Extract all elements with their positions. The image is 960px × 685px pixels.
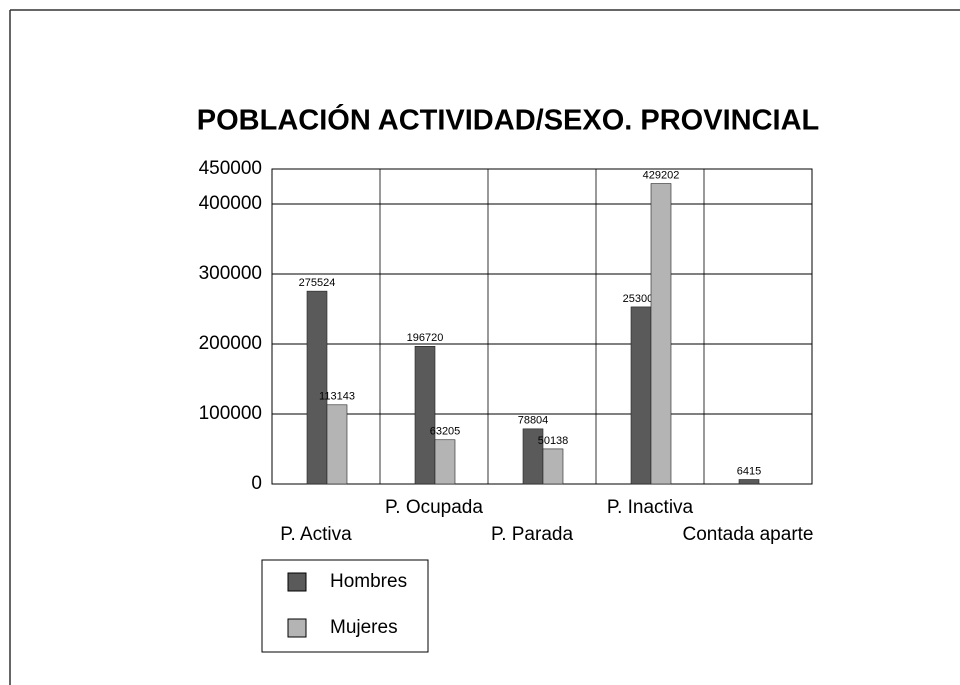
bar <box>630 306 652 485</box>
legend-label: Mujeres <box>330 617 398 638</box>
value-label: 63205 <box>430 426 461 438</box>
x-tick-label: P. Parada <box>491 524 573 545</box>
value-label: 429202 <box>643 169 680 181</box>
value-label: 113143 <box>319 391 355 403</box>
value-label: 275524 <box>299 277 336 289</box>
x-tick-label: P. Inactiva <box>607 497 694 518</box>
bar <box>414 345 436 485</box>
y-tick-label: 100000 <box>199 403 262 424</box>
y-tick-label: 200000 <box>199 333 262 354</box>
bar <box>542 448 564 485</box>
legend-swatch <box>287 572 307 592</box>
bar <box>306 290 328 485</box>
value-label: 6415 <box>737 465 761 477</box>
value-label: 50138 <box>538 435 569 447</box>
y-tick-label: 300000 <box>199 263 262 284</box>
bar <box>434 439 456 485</box>
value-label: 253000 <box>623 293 660 305</box>
y-tick-label: 450000 <box>199 158 262 179</box>
bar <box>326 404 348 485</box>
y-tick-label: 0 <box>251 473 262 494</box>
bar <box>738 479 760 485</box>
value-label: 196720 <box>407 332 444 344</box>
bar <box>650 183 672 485</box>
legend-swatch <box>287 618 307 638</box>
x-tick-label: Contada aparte <box>683 524 814 545</box>
y-tick-label: 400000 <box>199 193 262 214</box>
x-tick-label: P. Ocupada <box>385 497 483 518</box>
legend-label: Hombres <box>330 571 407 592</box>
x-tick-label: P. Activa <box>280 524 352 545</box>
chart-title: POBLACIÓN ACTIVIDAD/SEXO. PROVINCIAL <box>197 103 819 137</box>
value-label: 78804 <box>518 415 549 427</box>
